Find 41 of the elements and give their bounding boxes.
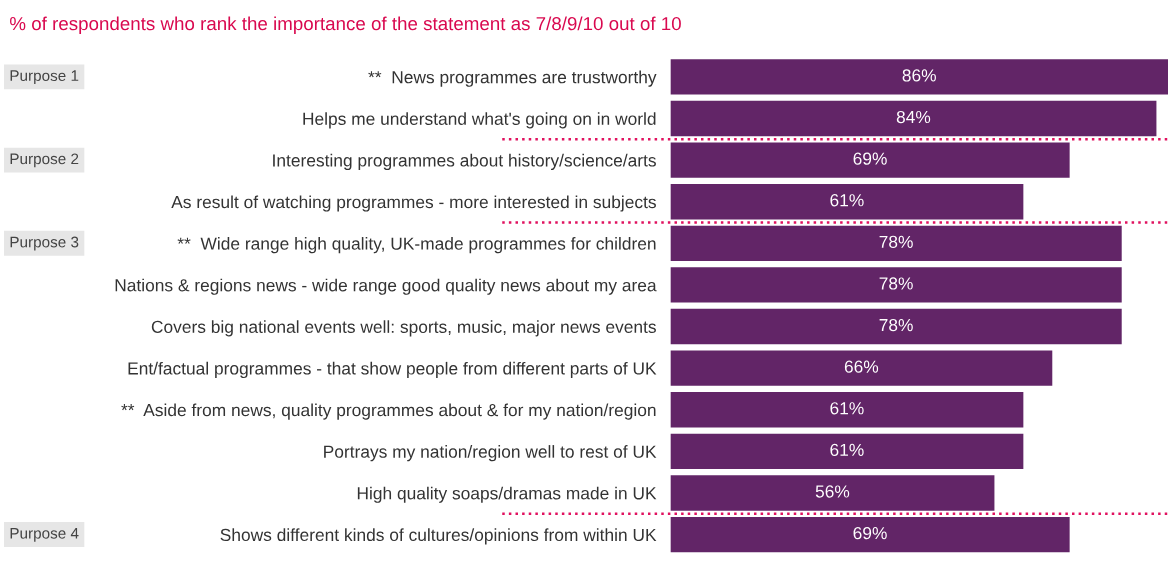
bar [670,308,1122,345]
y-tick-label: ** Wide range high quality, UK-made programmes for children [177,237,656,254]
bar [670,142,1070,178]
data-label: 61% [830,402,864,415]
bar [670,59,1168,95]
data-label: 69% [853,526,887,540]
data-label: 78% [879,235,913,248]
bar [670,225,1122,262]
text: % of respondents who rank the importance of the statement as 7/8/9/10 out of 10 [10,16,681,34]
data-label: 78% [879,277,913,290]
text: Purpose 4 [10,528,79,542]
y-tick-label: Shows different kinds of cultures/opinions from within UK [220,528,657,545]
y-tick-label: As result of watching programmes - more interested in subjects [171,195,656,212]
bar [670,392,1024,428]
y-tick-label: Covers big national events well: sports, music, major news events [151,320,656,337]
y-tick-label: Interesting programmes about history/science/arts [273,153,656,171]
data-label: 86% [902,69,936,82]
data-label: 61% [830,443,864,457]
data-label: 84% [896,110,931,124]
bar [670,475,995,511]
bar [670,516,1070,553]
bar [670,267,1122,303]
text: Purpose 3 [10,236,79,251]
bar [670,184,1024,220]
data-label: 78% [879,318,913,332]
data-label: 69% [853,152,887,165]
text: Purpose 2 [10,153,79,168]
bar [670,100,1157,137]
data-label: 66% [844,360,879,373]
y-tick-label: ** News programmes are trustworthy [368,70,657,87]
bar [670,350,1053,386]
data-label: 56% [815,485,850,498]
y-tick-label: Portrays my nation/region well to rest of UK [324,445,657,462]
data-label: 61% [830,194,864,207]
bar [670,433,1024,470]
y-tick-label: Nations & regions news - wide range good quality news about my area [115,278,657,295]
y-tick-label: Helps me understand what's going on in world [303,112,656,129]
y-tick-label: High quality soaps/dramas made in UK [357,486,657,503]
text: Purpose 1 [10,70,79,85]
y-tick-label: Ent/factual programmes - that show people from different parts of UK [128,361,657,379]
y-tick-label: ** Aside from news, quality programmes about & for my nation/region [121,403,656,420]
